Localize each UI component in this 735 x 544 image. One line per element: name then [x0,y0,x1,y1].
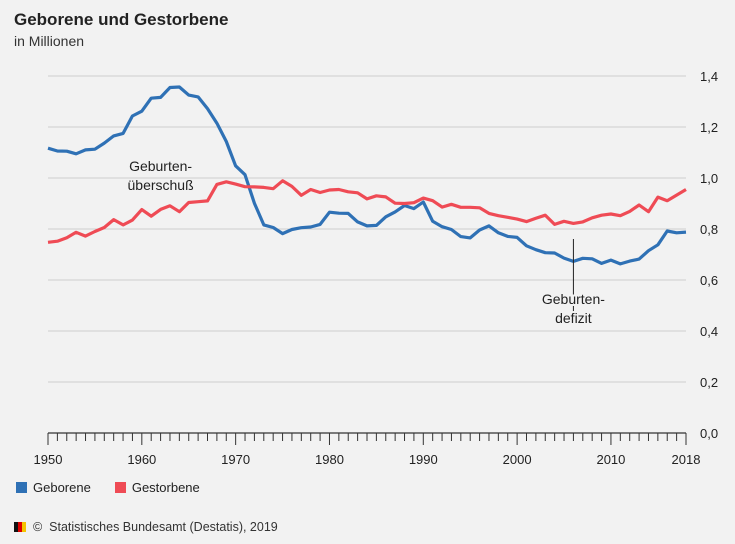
y-tick-label: 0,0 [700,426,718,441]
annotation-surplus-text: Geburten- [129,158,192,174]
legend-swatch-geborene [16,482,27,493]
destatis-logo-icon [14,522,26,532]
annotation-deficit-text: defizit [555,310,592,326]
y-tick-label: 1,0 [700,171,718,186]
series-lines [47,85,687,266]
series-line-gestorbene [47,179,687,244]
x-tick-label: 2018 [672,452,701,467]
annotations: Geburten-überschuß Geburten-defizit [128,158,608,328]
legend-swatch-gestorbene [114,482,126,493]
x-tick-label: 1980 [315,452,344,467]
legend: Geborene Gestorbene [16,480,200,495]
y-tick-label: 0,8 [700,222,718,237]
legend-label-geborene: Geborene [33,480,91,495]
x-axis: 1950 1960 1970 1980 1990 2000 2010 2018 [34,432,701,467]
chart-subtitle: in Millionen [14,33,85,49]
chart-title: Geborene und Gestorbene [14,10,229,29]
annotation-deficit-text: Geburten- [542,291,605,307]
legend-item-geborene: Geborene [16,480,91,495]
x-tick-label: 1950 [34,452,63,467]
source-footer: © Statistisches Bundesamt (Destatis), 20… [14,520,278,534]
source-text: © Statistisches Bundesamt (Destatis), 20… [33,520,278,534]
annotation-surplus-text: überschuß [128,177,194,193]
legend-item-gestorbene: Gestorbene [114,480,200,495]
grid-lines [48,75,686,383]
series-line-geborene [47,85,687,266]
y-tick-label: 1,4 [700,69,718,84]
y-tick-label: 0,2 [700,375,718,390]
y-tick-label: 0,4 [700,324,718,339]
x-tick-label: 1970 [221,452,250,467]
y-tick-labels: 0,0 0,2 0,4 0,6 0,8 1,0 1,2 1,4 [700,69,718,441]
y-tick-label: 0,6 [700,273,718,288]
legend-label-gestorbene: Gestorbene [131,480,200,495]
x-tick-label: 2010 [596,452,625,467]
x-tick-label: 1990 [409,452,438,467]
y-tick-label: 1,2 [700,120,718,135]
x-tick-label: 2000 [503,452,532,467]
x-tick-label: 1960 [127,452,156,467]
